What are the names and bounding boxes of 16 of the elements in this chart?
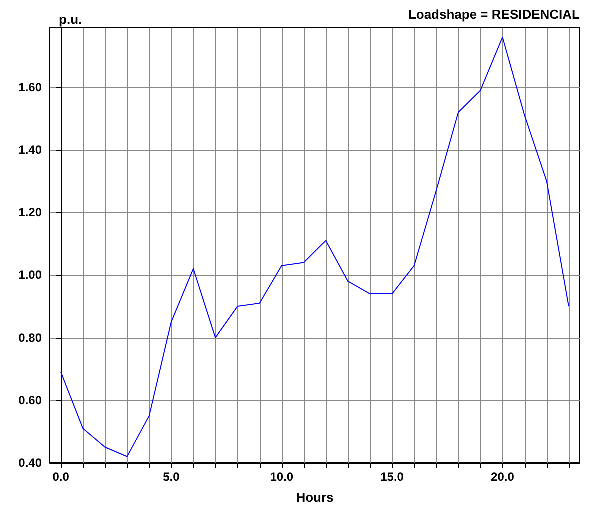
y-tick-label: 1.20 (18, 206, 42, 220)
y-tick-label: 0.40 (18, 456, 42, 470)
x-tick-label: 0.0 (52, 470, 70, 484)
y-tick-label: 1.40 (18, 143, 42, 158)
y-tick-label: 1.00 (18, 268, 42, 282)
chart-title: Loadshape = RESIDENCIAL (408, 7, 580, 22)
x-tick-label: 5.0 (163, 470, 180, 484)
x-tick-label: 10.0 (270, 470, 294, 484)
x-axis-title: Hours (296, 490, 334, 505)
y-axis-title: p.u. (59, 12, 82, 27)
x-tick-label: 20.0 (491, 470, 515, 484)
line-series (60, 36, 570, 458)
y-tick-label: 0.60 (18, 393, 42, 408)
y-tick-label: 0.80 (18, 330, 42, 345)
y-tick-label: 1.60 (18, 80, 42, 94)
x-tick-label: 15.0 (380, 470, 404, 484)
